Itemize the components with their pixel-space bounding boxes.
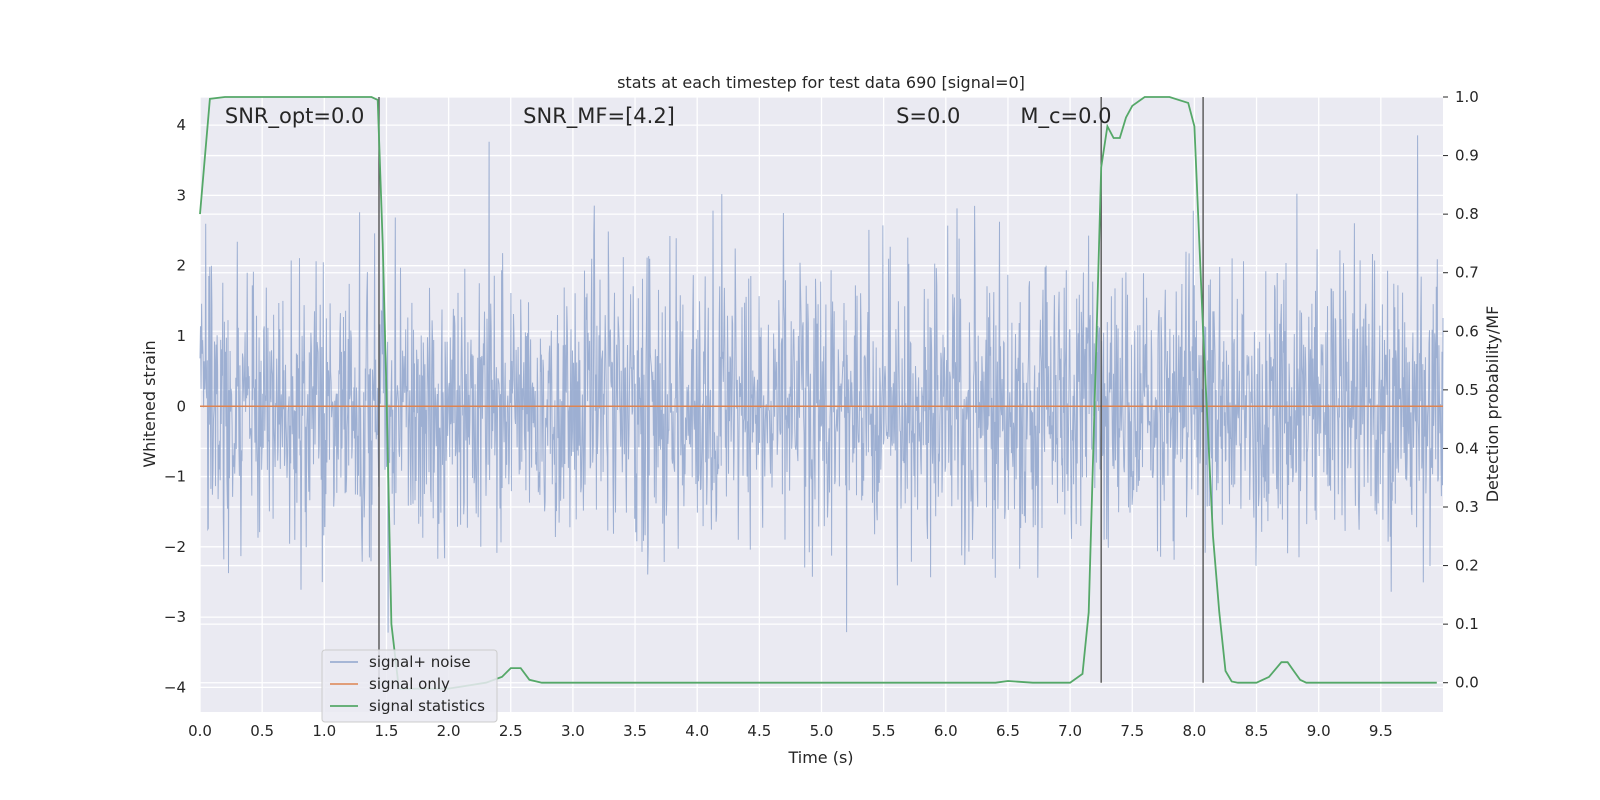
y-left-axis-label: Whitened strain: [140, 340, 159, 467]
x-tick-label: 3.5: [623, 722, 647, 740]
x-tick-label: 0.5: [250, 722, 274, 740]
series-signal-statistics: [199, 96, 1437, 690]
x-tick-label: 4.5: [747, 722, 771, 740]
y-left-tick-label: −4: [164, 678, 186, 696]
x-tick-label: 9.0: [1307, 722, 1331, 740]
y-right-tick-labels: 0.0 0.1 0.2 0.3 0.4 0.5 0.6 0.7 0.8 0.9 1.0: [1443, 88, 1479, 692]
x-tick-label: 7.0: [1058, 722, 1082, 740]
x-tick-label: 5.0: [810, 722, 834, 740]
y-left-tick-label: −3: [164, 608, 186, 626]
signal-statistics-line: [199, 96, 1437, 690]
x-tick-label: 1.0: [312, 722, 336, 740]
y-right-tick-label: 1.0: [1455, 88, 1479, 106]
annotations: SNR_opt=0.0 SNR_MF=[4.2] S=0.0 M_c=0.0: [225, 104, 1112, 129]
y-right-tick-label: 0.7: [1455, 264, 1479, 282]
y-right-tick-label: 0.3: [1455, 498, 1479, 516]
legend-label-signal-statistics: signal statistics: [369, 697, 485, 715]
x-tick-label: 4.0: [685, 722, 709, 740]
legend: signal+ noise signal only signal statist…: [321, 649, 498, 723]
y-left-tick-label: 3: [176, 186, 186, 204]
y-left-tick-label: 0: [176, 397, 186, 415]
y-right-tick-label: 0.1: [1455, 615, 1479, 633]
y-left-tick-label: 2: [176, 257, 186, 275]
legend-label-signal-only: signal only: [369, 675, 450, 693]
y-right-tick-label: 0.0: [1455, 674, 1479, 692]
x-tick-label: 3.0: [561, 722, 585, 740]
x-tick-label: 1.5: [375, 722, 399, 740]
y-left-tick-label: −1: [164, 468, 186, 486]
x-tick-label: 2.0: [437, 722, 461, 740]
x-tick-label: 9.5: [1369, 722, 1393, 740]
y-right-tick-label: 0.8: [1455, 205, 1479, 223]
annotation-text: SNR_MF=[4.2]: [523, 104, 675, 129]
legend-label-signal-noise: signal+ noise: [369, 653, 471, 671]
series-signal-noise: [199, 135, 1444, 633]
chart-title: stats at each timestep for test data 690…: [617, 73, 1025, 92]
annotation-text: S=0.0: [896, 104, 960, 128]
annotation-text: M_c=0.0: [1020, 104, 1111, 129]
x-tick-labels: 0.0 0.5 1.0 1.5 2.0 2.5 3.0 3.5 4.0 4.5 5.0 5.5 6.0 6…: [188, 722, 1393, 740]
y-right-tick-label: 0.4: [1455, 439, 1479, 457]
y-right-tick-label: 0.5: [1455, 381, 1479, 399]
y-right-tick-label: 0.9: [1455, 147, 1479, 165]
x-tick-label: 5.5: [872, 722, 896, 740]
y-right-axis-label: Detection probability/MF: [1483, 306, 1502, 503]
annotation-text: SNR_opt=0.0: [225, 104, 365, 129]
y-left-tick-labels: −4 −3 −2 −1 0 1 2 3 4: [164, 116, 186, 696]
x-tick-label: 6.5: [996, 722, 1020, 740]
x-tick-label: 2.5: [499, 722, 523, 740]
signal-noise-line: [199, 135, 1444, 633]
y-left-tick-label: 1: [176, 327, 186, 345]
x-tick-label: 8.5: [1245, 722, 1269, 740]
x-tick-label: 6.0: [934, 722, 958, 740]
y-left-tick-label: −2: [164, 538, 186, 556]
y-right-tick-label: 0.6: [1455, 322, 1479, 340]
x-tick-label: 0.0: [188, 722, 212, 740]
x-axis-label: Time (s): [787, 748, 853, 767]
x-tick-label: 8.0: [1182, 722, 1206, 740]
x-tick-label: 7.5: [1120, 722, 1144, 740]
y-right-tick-label: 0.2: [1455, 557, 1479, 575]
legend-box: [321, 649, 498, 723]
y-left-tick-label: 4: [176, 116, 186, 134]
